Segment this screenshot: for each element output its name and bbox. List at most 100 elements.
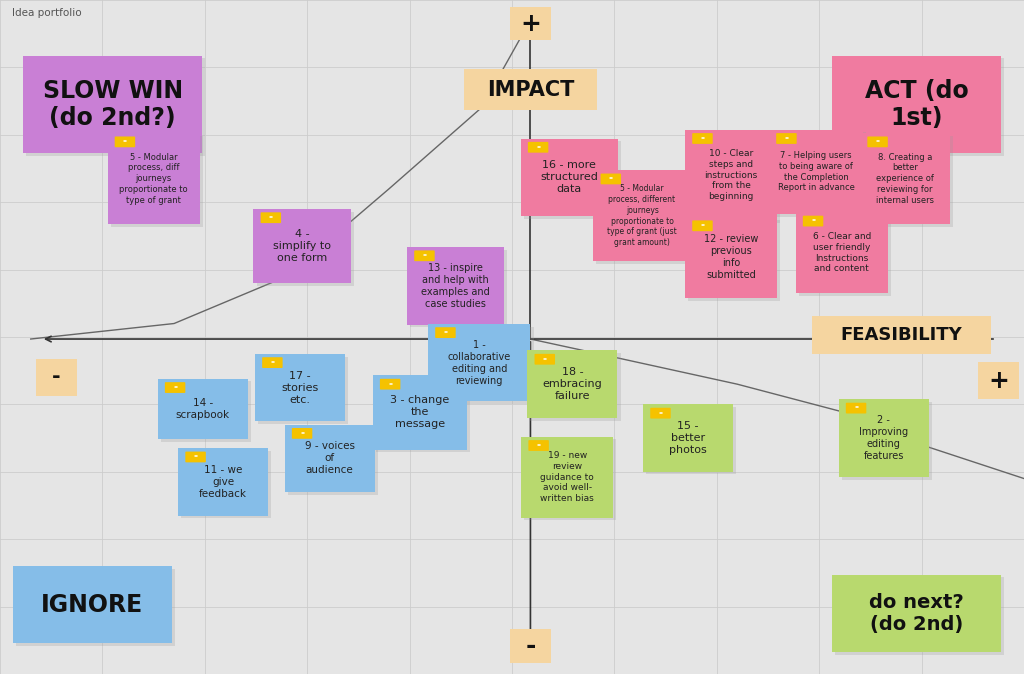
Text: =: = [536, 145, 541, 150]
FancyBboxPatch shape [521, 139, 618, 216]
FancyBboxPatch shape [836, 59, 1004, 156]
FancyBboxPatch shape [158, 379, 248, 439]
FancyBboxPatch shape [685, 217, 777, 298]
Text: FEASIBILITY: FEASIBILITY [841, 326, 962, 344]
Text: do next?
(do 2nd): do next? (do 2nd) [869, 593, 964, 634]
FancyBboxPatch shape [524, 439, 616, 520]
FancyBboxPatch shape [262, 357, 283, 368]
FancyBboxPatch shape [688, 132, 780, 223]
Text: =: = [608, 177, 613, 181]
Text: 15 -
better
photos: 15 - better photos [670, 421, 707, 455]
FancyBboxPatch shape [285, 425, 375, 492]
FancyBboxPatch shape [831, 56, 1001, 154]
FancyBboxPatch shape [600, 173, 621, 184]
FancyBboxPatch shape [867, 136, 888, 148]
FancyBboxPatch shape [688, 220, 780, 301]
FancyBboxPatch shape [15, 569, 174, 646]
FancyBboxPatch shape [410, 250, 508, 328]
FancyBboxPatch shape [292, 428, 312, 439]
FancyBboxPatch shape [464, 69, 597, 110]
FancyBboxPatch shape [36, 359, 77, 396]
Text: =: = [543, 357, 547, 362]
Text: =: = [784, 136, 788, 141]
FancyBboxPatch shape [185, 452, 206, 462]
Text: 4 -
simplify to
one form: 4 - simplify to one form [273, 229, 331, 263]
Text: +: + [988, 369, 1009, 393]
Text: 10 - Clear
steps and
instructions
from the
beginning: 10 - Clear steps and instructions from t… [705, 149, 758, 202]
FancyBboxPatch shape [811, 317, 991, 353]
FancyBboxPatch shape [288, 427, 378, 495]
FancyBboxPatch shape [776, 133, 797, 144]
FancyBboxPatch shape [12, 566, 171, 643]
Text: 5 - Modular
process, different
journeys
proportionate to
type of grant (just
gra: 5 - Modular process, different journeys … [607, 184, 677, 247]
Text: 17 -
stories
etc.: 17 - stories etc. [282, 371, 318, 404]
Text: 1 -
collaborative
editing and
reviewing: 1 - collaborative editing and reviewing [447, 340, 511, 386]
Text: 6 - Clear and
user friendly
Instructions
and content: 6 - Clear and user friendly Instructions… [812, 232, 871, 274]
Text: 14 -
scrapbook: 14 - scrapbook [176, 398, 229, 420]
FancyBboxPatch shape [839, 399, 929, 477]
FancyBboxPatch shape [524, 141, 621, 218]
Text: +: + [520, 11, 541, 36]
FancyBboxPatch shape [373, 375, 467, 450]
Text: 11 - we
give
feedback: 11 - we give feedback [200, 465, 247, 499]
Text: =: = [700, 136, 705, 141]
Text: 3 - change
the
message: 3 - change the message [390, 396, 450, 429]
FancyBboxPatch shape [414, 251, 435, 262]
FancyBboxPatch shape [408, 247, 505, 325]
FancyBboxPatch shape [435, 327, 456, 338]
FancyBboxPatch shape [863, 136, 953, 226]
FancyBboxPatch shape [111, 136, 203, 226]
Text: 7 - Helping users
to being aware of
the Completion
Report in advance: 7 - Helping users to being aware of the … [777, 151, 855, 193]
Text: =: = [658, 410, 663, 416]
FancyBboxPatch shape [510, 629, 551, 663]
FancyBboxPatch shape [527, 350, 617, 418]
FancyBboxPatch shape [260, 212, 281, 223]
FancyBboxPatch shape [846, 403, 866, 414]
FancyBboxPatch shape [165, 382, 185, 393]
Text: =: = [268, 215, 273, 220]
FancyBboxPatch shape [530, 353, 621, 421]
Text: Idea portfolio: Idea portfolio [12, 8, 82, 18]
FancyBboxPatch shape [258, 357, 348, 424]
FancyBboxPatch shape [596, 173, 694, 264]
Text: ACT (do
1st): ACT (do 1st) [864, 79, 969, 130]
Text: =: = [854, 406, 858, 410]
FancyBboxPatch shape [643, 404, 733, 472]
Text: -: - [525, 634, 536, 658]
FancyBboxPatch shape [428, 324, 530, 401]
Text: =: = [194, 454, 198, 460]
FancyBboxPatch shape [860, 133, 950, 224]
FancyBboxPatch shape [181, 451, 271, 518]
Text: SLOW WIN
(do 2nd?): SLOW WIN (do 2nd?) [43, 79, 182, 130]
FancyBboxPatch shape [178, 448, 268, 516]
Text: -: - [52, 367, 60, 388]
Text: IMPACT: IMPACT [486, 80, 574, 100]
FancyBboxPatch shape [803, 216, 823, 226]
FancyBboxPatch shape [535, 354, 555, 365]
Text: 9 - voices
of
audience: 9 - voices of audience [305, 441, 354, 475]
Text: =: = [537, 443, 541, 448]
FancyBboxPatch shape [646, 407, 736, 474]
Text: =: = [300, 431, 304, 436]
FancyBboxPatch shape [692, 133, 713, 144]
Text: 8. Creating a
better
experience of
reviewing for
internal users: 8. Creating a better experience of revie… [877, 152, 934, 205]
Text: 16 - more
structured
data: 16 - more structured data [541, 160, 598, 194]
FancyBboxPatch shape [255, 354, 345, 421]
FancyBboxPatch shape [254, 209, 350, 283]
Text: 5 - Modular
process, diff
journeys
proportionate to
type of grant: 5 - Modular process, diff journeys propo… [119, 152, 188, 205]
Text: =: = [123, 140, 127, 144]
FancyBboxPatch shape [650, 408, 671, 419]
FancyBboxPatch shape [528, 142, 549, 153]
FancyBboxPatch shape [769, 129, 863, 214]
Text: IGNORE: IGNORE [41, 592, 143, 617]
FancyBboxPatch shape [528, 440, 549, 451]
FancyBboxPatch shape [108, 133, 200, 224]
FancyBboxPatch shape [685, 129, 777, 221]
Text: =: = [173, 385, 177, 390]
FancyBboxPatch shape [521, 437, 613, 518]
FancyBboxPatch shape [836, 577, 1004, 655]
FancyBboxPatch shape [799, 215, 891, 296]
FancyBboxPatch shape [27, 59, 205, 156]
FancyBboxPatch shape [24, 56, 203, 154]
Text: =: = [811, 218, 815, 224]
